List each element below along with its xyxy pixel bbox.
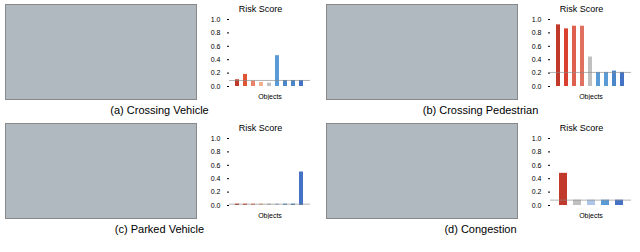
svg-text:0.8: 0.8	[532, 148, 542, 155]
svg-text:0.8: 0.8	[211, 148, 221, 155]
svg-text:0.0: 0.0	[211, 202, 221, 209]
svg-text:0.0: 0.0	[532, 83, 542, 90]
html-text:(b) Crossing Pedestrian: (b) Crossing Pedestrian	[422, 104, 539, 116]
svg-text:1.0: 1.0	[211, 16, 221, 23]
svg-text:Objects: Objects	[579, 212, 603, 220]
html-text:Risk Score: Risk Score	[559, 123, 604, 133]
html-text:Risk Score: Risk Score	[238, 4, 283, 14]
svg-text:0.4: 0.4	[211, 175, 221, 182]
html-text:(d) Congestion: (d) Congestion	[444, 223, 517, 235]
svg-text:0.2: 0.2	[532, 188, 542, 195]
svg-text:0.2: 0.2	[211, 69, 221, 76]
svg-text:Objects: Objects	[579, 93, 603, 101]
svg-text:Objects: Objects	[258, 212, 282, 220]
svg-text:0.6: 0.6	[532, 162, 542, 169]
svg-text:0.8: 0.8	[532, 29, 542, 36]
svg-text:0.4: 0.4	[211, 56, 221, 63]
svg-text:0.6: 0.6	[211, 43, 221, 50]
svg-text:0.4: 0.4	[532, 175, 542, 182]
svg-text:0.0: 0.0	[532, 202, 542, 209]
html-text:(a) Crossing Vehicle: (a) Crossing Vehicle	[110, 104, 209, 116]
svg-text:0.6: 0.6	[532, 43, 542, 50]
svg-text:0.2: 0.2	[532, 69, 542, 76]
html-text:(c) Parked Vehicle: (c) Parked Vehicle	[114, 223, 205, 235]
svg-text:0.0: 0.0	[211, 83, 221, 90]
html-text:Risk Score: Risk Score	[559, 4, 604, 14]
svg-text:1.0: 1.0	[211, 135, 221, 142]
svg-text:0.8: 0.8	[211, 29, 221, 36]
svg-text:0.2: 0.2	[211, 188, 221, 195]
svg-text:1.0: 1.0	[532, 135, 542, 142]
svg-text:Objects: Objects	[258, 93, 282, 101]
html-text:Risk Score: Risk Score	[238, 123, 283, 133]
svg-text:0.6: 0.6	[211, 162, 221, 169]
svg-text:1.0: 1.0	[532, 16, 542, 23]
svg-text:0.4: 0.4	[532, 56, 542, 63]
